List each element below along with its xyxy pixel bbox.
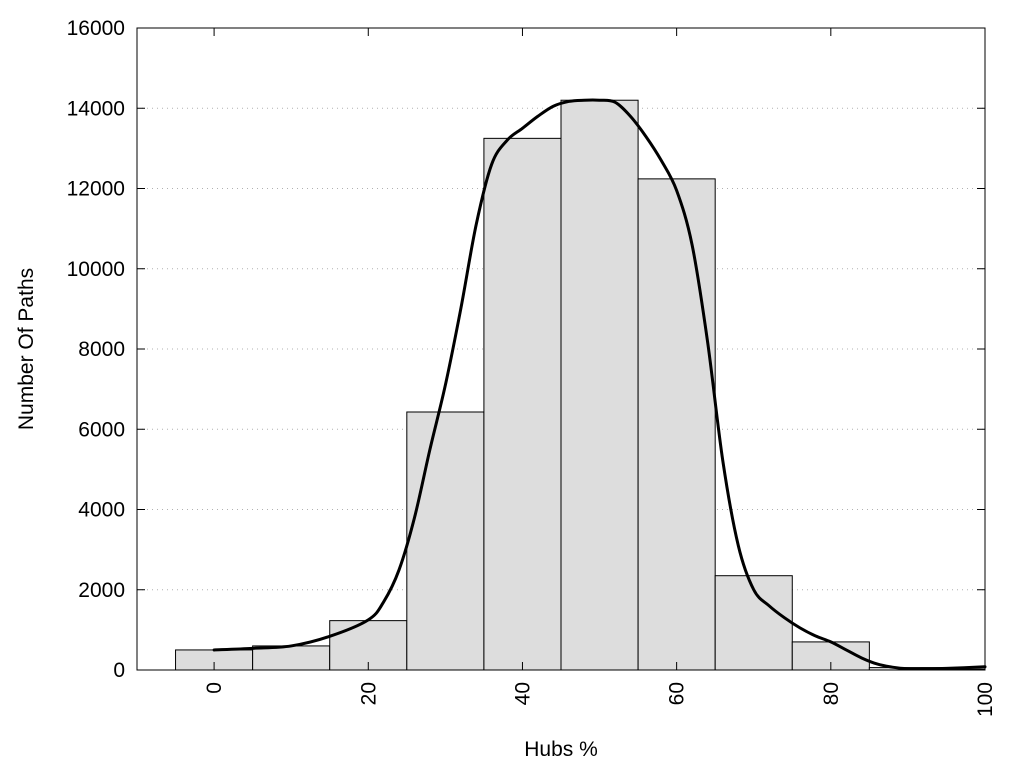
x-tick-label: 100	[974, 682, 997, 717]
histogram-bar	[637, 178, 716, 671]
y-tick-label: 10000	[67, 258, 125, 281]
bars-layer	[175, 99, 986, 671]
y-tick-label: 14000	[67, 97, 125, 120]
histogram-bar	[560, 99, 639, 671]
x-tick-label: 20	[357, 682, 380, 705]
histogram-bar	[329, 620, 408, 671]
y-tick-label: 2000	[78, 579, 125, 602]
histogram-bar	[406, 411, 485, 671]
y-axis-title: Number Of Paths	[15, 268, 38, 430]
y-tick-label: 6000	[78, 418, 125, 441]
histogram-bar	[483, 137, 562, 671]
x-tick-label: 40	[511, 682, 534, 705]
y-tick-label: 4000	[78, 499, 125, 522]
x-tick-label: 0	[203, 682, 226, 694]
x-axis-title: Hubs %	[524, 738, 598, 761]
y-tick-labels: 0 2000 4000 6000 8000 10000 12000 14000 16000	[67, 17, 125, 682]
fit-curve-line	[212, 98, 987, 671]
y-tick-label: 16000	[67, 17, 125, 40]
curve-layer	[212, 98, 987, 671]
y-tick-label: 8000	[78, 338, 125, 361]
y-tick-label: 0	[113, 659, 125, 682]
x-tick-labels: 0 20 40 60 80 100	[203, 682, 997, 717]
histogram-bar	[252, 645, 331, 671]
y-tick-label: 12000	[67, 178, 125, 201]
x-tick-label: 80	[820, 682, 843, 705]
ticks-layer	[137, 27, 986, 671]
x-tick-label: 60	[666, 682, 689, 705]
